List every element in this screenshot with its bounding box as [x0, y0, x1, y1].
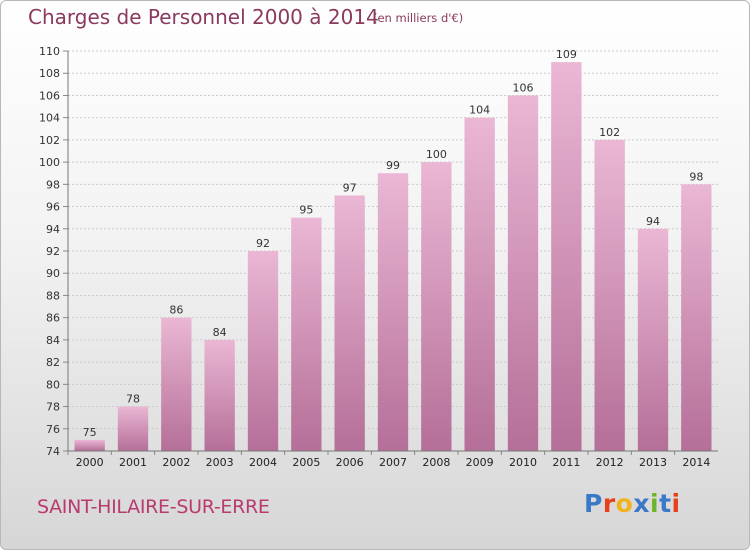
value-label-2014: 98 [689, 170, 703, 183]
y-tick-label: 84 [46, 334, 60, 347]
bar-2001 [117, 406, 149, 451]
y-tick-label: 100 [39, 156, 60, 169]
bar-2008 [421, 162, 452, 451]
x-tick-label: 2005 [292, 456, 320, 469]
bar-2005 [291, 217, 322, 451]
x-tick-label: 2012 [596, 456, 624, 469]
chart-subtitle: (en milliers d'€) [373, 11, 464, 25]
x-tick-label: 2002 [162, 456, 190, 469]
value-label-2005: 95 [299, 204, 313, 217]
commune-name: SAINT-HILAIRE-SUR-ERRE [37, 496, 270, 518]
value-label-2006: 97 [343, 181, 357, 194]
chart-title: Charges de Personnel 2000 à 2014 [28, 5, 379, 29]
x-tick-label: 2006 [336, 456, 364, 469]
axes: 74 76 78 80 82 84 86 88 90 92 94 96 98 100 102 104 106 10… [39, 45, 718, 469]
y-tick-label: 92 [46, 245, 60, 258]
y-tick-label: 110 [39, 45, 60, 58]
x-tick-label: 2014 [682, 456, 710, 469]
value-label-2010: 106 [513, 81, 534, 94]
x-tick-label: 2011 [552, 456, 580, 469]
logo-letter: t [659, 489, 672, 518]
y-tick-label: 74 [46, 445, 60, 458]
bars: 75 78 86 84 92 95 97 99 100 104 106 109 102 94 98 [74, 48, 712, 452]
bar-2000 [74, 439, 105, 451]
y-tick-label: 88 [46, 289, 60, 302]
bar-2011 [551, 62, 582, 451]
x-tick-label: 2001 [119, 456, 147, 469]
value-label-2013: 94 [646, 215, 660, 228]
y-tick-label: 98 [46, 178, 60, 191]
y-tick-label: 108 [39, 67, 60, 80]
y-tick-label: 96 [46, 201, 60, 214]
x-tick-label: 2008 [422, 456, 450, 469]
y-tick-label: 104 [39, 112, 60, 125]
bar-2009 [464, 117, 495, 452]
bar-2002 [161, 317, 192, 451]
value-label-2011: 109 [556, 48, 577, 61]
x-tick-label: 2013 [639, 456, 667, 469]
x-tick-label: 2004 [249, 456, 277, 469]
bar-2003 [204, 339, 235, 451]
bar-2010 [507, 95, 539, 451]
value-label-2001: 78 [126, 393, 140, 406]
y-tick-label: 94 [46, 223, 60, 236]
y-tick-label: 106 [39, 89, 60, 102]
logo-letter: r [602, 489, 616, 518]
bar-2012 [594, 139, 625, 451]
value-label-2003: 84 [213, 326, 227, 339]
y-tick-label: 76 [46, 423, 60, 436]
value-label-2012: 102 [599, 126, 620, 139]
x-tick-label: 2007 [379, 456, 407, 469]
x-tick-label: 2010 [509, 456, 537, 469]
y-tick-label: 90 [46, 267, 60, 280]
y-tick-label: 86 [46, 312, 60, 325]
logo-letter: i [671, 489, 681, 518]
bar-2006 [334, 195, 365, 451]
bar-2013 [637, 228, 669, 451]
value-label-2002: 86 [169, 304, 183, 317]
y-tick-label: 82 [46, 356, 60, 369]
x-tick-label: 2000 [76, 456, 104, 469]
bar-2004 [247, 251, 279, 451]
logo-letter: P [584, 489, 603, 518]
logo-letter: o [615, 489, 634, 518]
x-tick-label: 2009 [466, 456, 494, 469]
value-label-2009: 104 [469, 104, 490, 117]
proxiti-logo[interactable]: Proxiti [584, 489, 681, 518]
y-tick-label: 80 [46, 378, 60, 391]
bar-2007 [377, 173, 409, 451]
x-tick-label: 2003 [206, 456, 234, 469]
value-label-2004: 92 [256, 237, 270, 250]
value-label-2007: 99 [386, 159, 400, 172]
logo-letter: x [633, 489, 650, 518]
bar-2014 [681, 184, 712, 452]
value-label-2008: 100 [426, 148, 447, 161]
y-tick-label: 102 [39, 134, 60, 147]
value-label-2000: 75 [83, 426, 97, 439]
logo-letter: i [650, 489, 660, 518]
y-tick-label: 78 [46, 401, 60, 414]
